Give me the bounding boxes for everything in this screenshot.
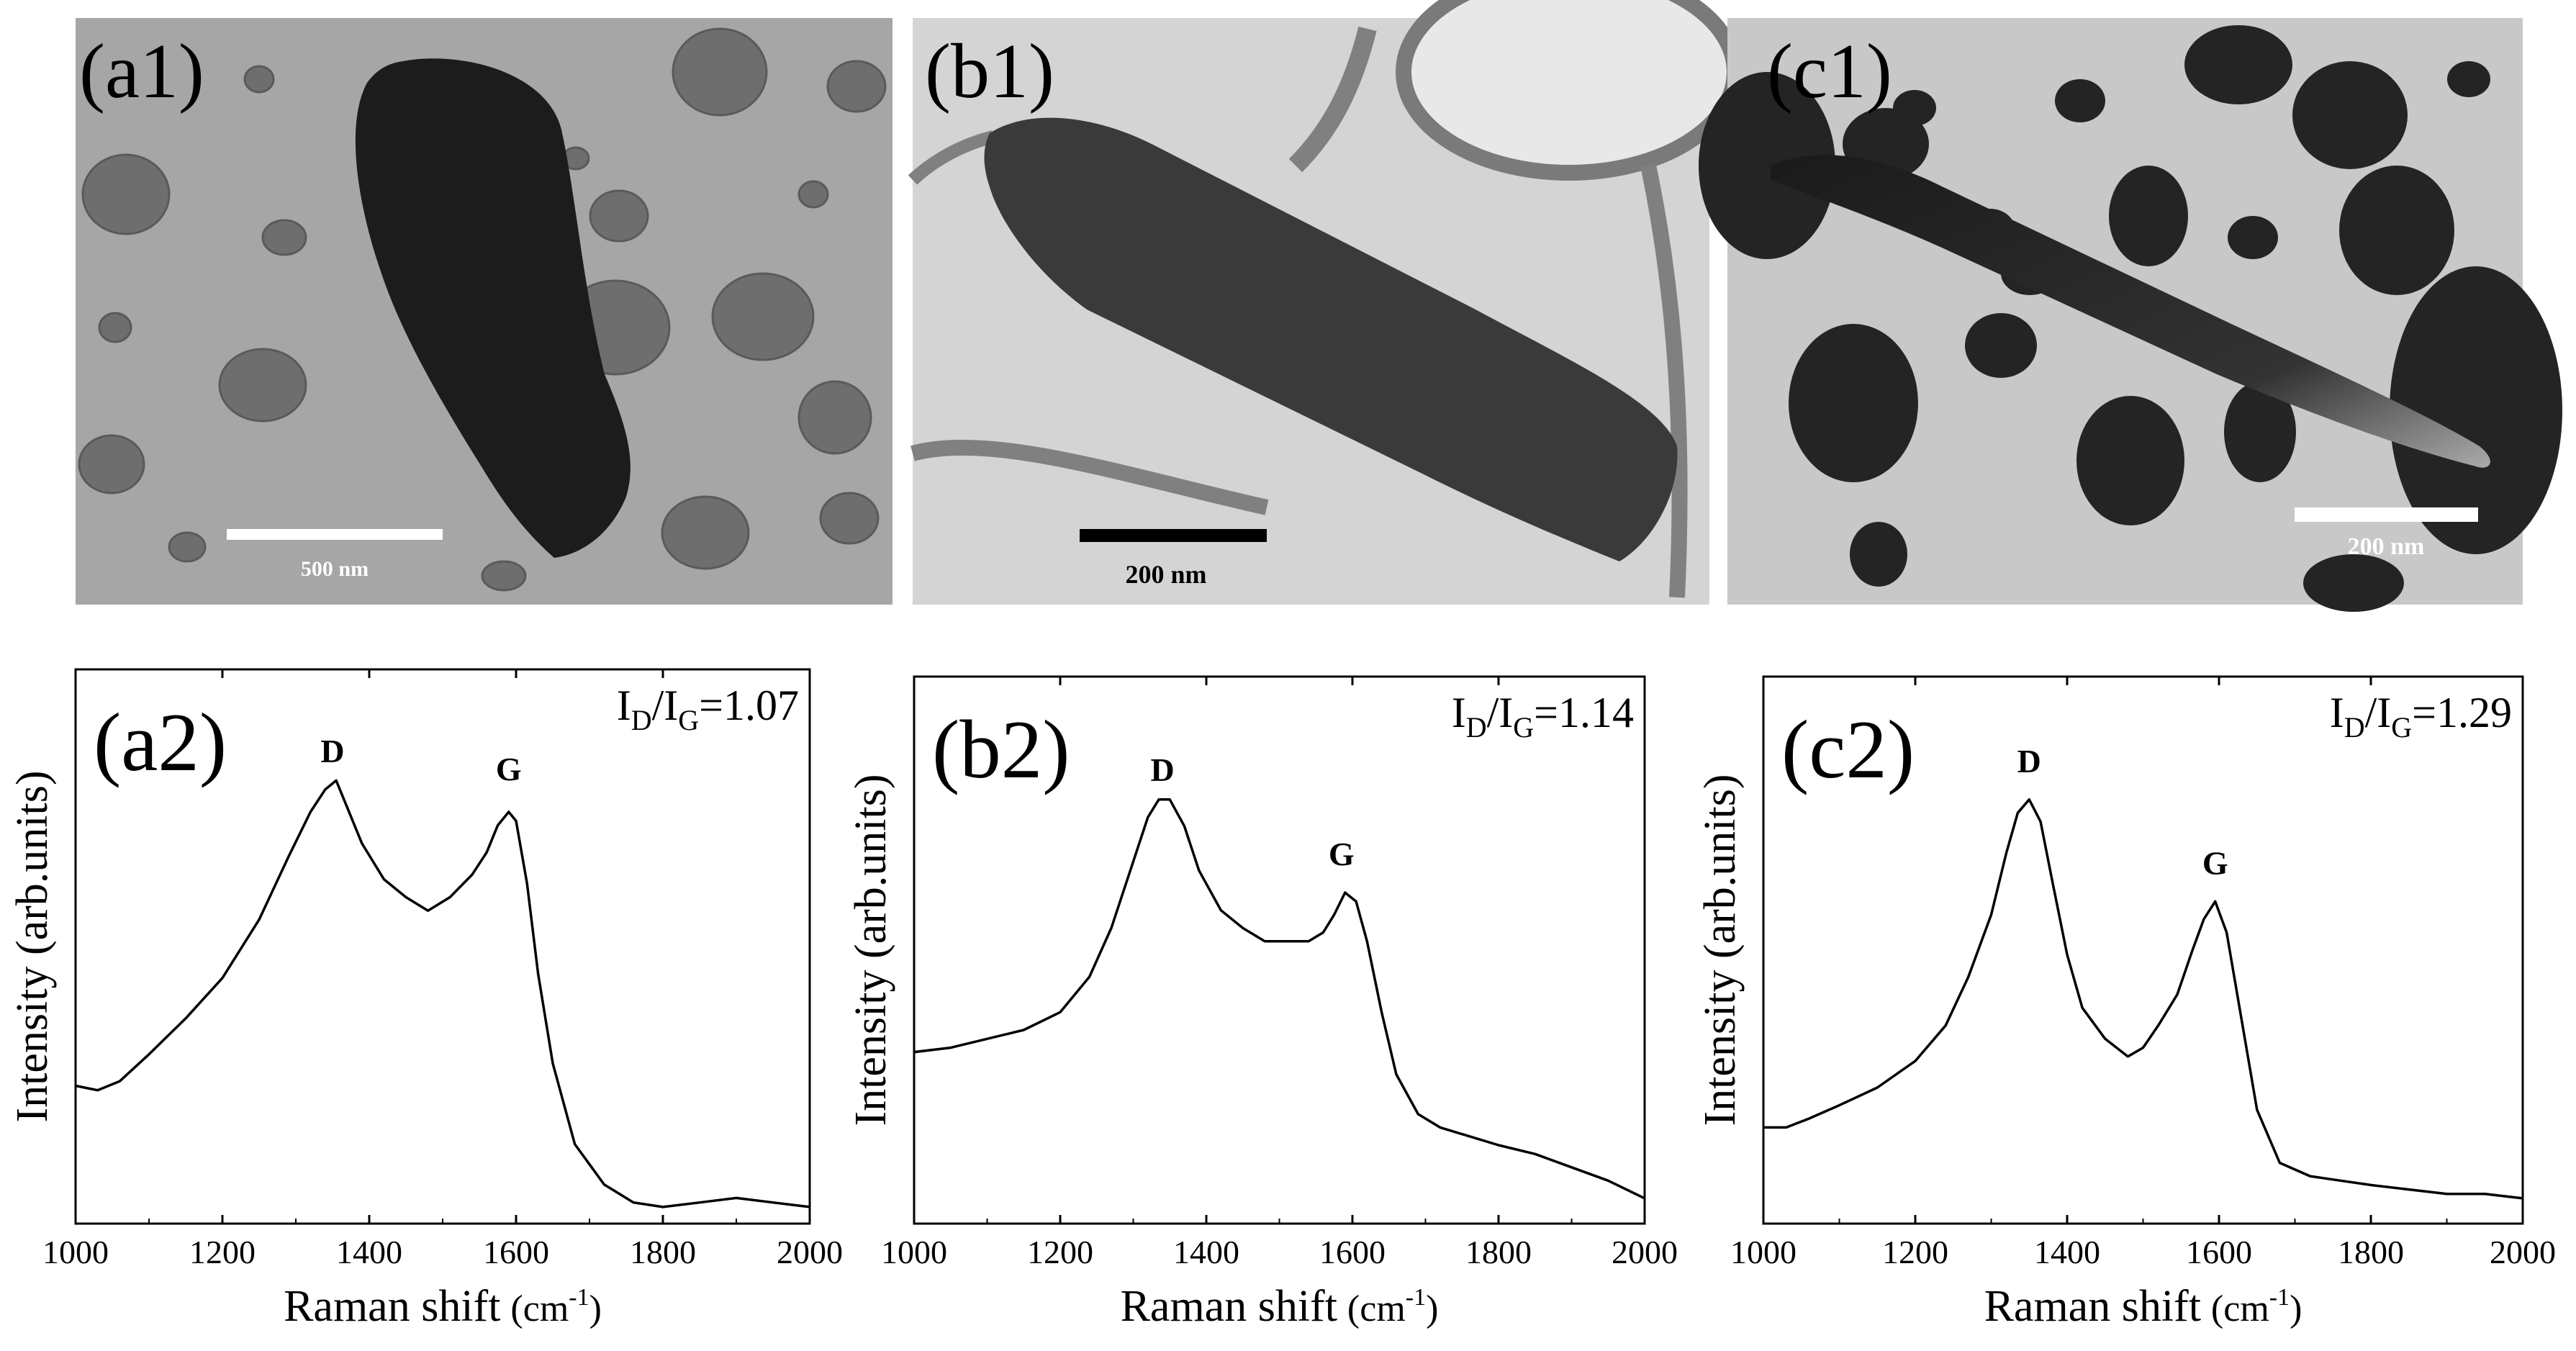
scale-bar-label-a1: 500 nm bbox=[301, 557, 369, 581]
x-tick-label: 1400 bbox=[2034, 1234, 2100, 1270]
raman-chart-c2: 1000 1200 1400 1600 1800 2000 Raman shift (cm-1… bbox=[1696, 675, 2556, 1331]
ratio-sub-G: G bbox=[678, 704, 699, 736]
x-tick-label: 1200 bbox=[1882, 1234, 1948, 1270]
ratio-sub-D: D bbox=[631, 704, 652, 736]
scale-bar-c1 bbox=[2295, 507, 2478, 522]
x-axis-unit-close: ) bbox=[2290, 1288, 2302, 1329]
ratio-value: =1.07 bbox=[699, 682, 799, 729]
panel-label-a2: (a2) bbox=[94, 697, 227, 788]
ratio-I: I bbox=[2330, 689, 2344, 736]
spectrum-line bbox=[1763, 798, 2523, 1200]
x-tick-label: 2000 bbox=[2490, 1234, 2556, 1270]
x-axis-unit: (cm bbox=[1347, 1288, 1406, 1329]
x-axis-unit-close: ) bbox=[1426, 1288, 1438, 1329]
panel-label-c1: (c1) bbox=[1767, 29, 1892, 114]
x-tick-label: 1200 bbox=[1027, 1234, 1093, 1270]
x-axis-label: Raman shift (cm-1) bbox=[1121, 1282, 1439, 1331]
x-tick-label: 1000 bbox=[881, 1234, 947, 1270]
x-tick-label: 1800 bbox=[1465, 1234, 1532, 1270]
micrograph-a1: 500 nm (a1) bbox=[76, 18, 892, 605]
x-tick-label: 2000 bbox=[777, 1234, 843, 1270]
ratio-slash: /I bbox=[1487, 689, 1514, 736]
x-tick-label: 1800 bbox=[2338, 1234, 2404, 1270]
ratio-slash: /I bbox=[2365, 689, 2392, 736]
x-tick-label: 2000 bbox=[1612, 1234, 1678, 1270]
spectrum-line bbox=[75, 779, 810, 1208]
x-axis-unit-superscript: -1 bbox=[569, 1284, 589, 1311]
ratio-slash: /I bbox=[652, 682, 679, 729]
scale-bar-b1 bbox=[1080, 529, 1267, 542]
peak-label-D: D bbox=[320, 733, 344, 769]
x-tick-label: 1000 bbox=[42, 1234, 109, 1270]
peak-label-G: G bbox=[496, 751, 522, 787]
ratio-value: =1.29 bbox=[2412, 689, 2512, 736]
x-tick-label: 1400 bbox=[1173, 1234, 1239, 1270]
x-axis-unit-superscript: -1 bbox=[1406, 1284, 1426, 1311]
panel-label-b2: (b2) bbox=[932, 704, 1070, 795]
x-axis-title: Raman shift bbox=[284, 1282, 500, 1331]
x-tick-label: 1000 bbox=[1730, 1234, 1797, 1270]
ratio-I: I bbox=[1452, 689, 1466, 736]
x-tick-label: 1800 bbox=[630, 1234, 696, 1270]
ratio-sub-G: G bbox=[2391, 711, 2412, 744]
panel-label-a1: (a1) bbox=[79, 29, 204, 114]
x-axis-unit-close: ) bbox=[589, 1288, 602, 1329]
flake-c1 bbox=[1771, 155, 2490, 468]
film-holes-a1 bbox=[78, 27, 887, 592]
panel-label-c2: (c2) bbox=[1781, 704, 1915, 795]
scale-bar-a1 bbox=[227, 529, 443, 540]
peak-label-D: D bbox=[2017, 743, 2041, 780]
scale-bar-label-c1: 200 nm bbox=[2348, 533, 2425, 560]
y-axis-label: Intensity (arb.units) bbox=[8, 770, 57, 1122]
x-tick-label: 1400 bbox=[336, 1234, 402, 1270]
ratio-sub-D: D bbox=[2344, 711, 2365, 744]
panel-label-b1: (b1) bbox=[925, 29, 1054, 114]
ratio-value: =1.14 bbox=[1534, 689, 1634, 736]
ratio-I: I bbox=[617, 682, 631, 729]
micrograph-b1: 200 nm (b1) bbox=[908, 0, 1743, 605]
y-axis-label: Intensity (arb.units) bbox=[1696, 774, 1745, 1126]
flake-b1 bbox=[984, 117, 1678, 561]
flake-a1 bbox=[355, 58, 631, 559]
intensity-ratio: ID/IG=1.14 bbox=[1452, 689, 1634, 744]
intensity-ratio: ID/IG=1.07 bbox=[617, 682, 799, 736]
peak-label-D: D bbox=[1150, 751, 1174, 788]
y-axis-label: Intensity (arb.units) bbox=[846, 774, 895, 1126]
scale-bar-label-b1: 200 nm bbox=[1125, 560, 1206, 589]
x-tick-label: 1200 bbox=[189, 1234, 256, 1270]
ratio-sub-D: D bbox=[1466, 711, 1487, 744]
micrograph-c1: 200 nm (c1) bbox=[1699, 18, 2562, 612]
x-axis-unit: (cm bbox=[2211, 1288, 2269, 1329]
peak-label-G: G bbox=[2202, 844, 2228, 881]
x-axis-unit-superscript: -1 bbox=[2269, 1284, 2290, 1311]
raman-chart-a2: 1000 1200 1400 1600 1800 2000 Raman shift (cm-1… bbox=[8, 668, 843, 1331]
x-tick-label: 1600 bbox=[2186, 1234, 2252, 1270]
x-axis-title: Raman shift bbox=[1984, 1282, 2201, 1331]
micrograph-row: 500 nm (a1) 200 nm (b1) bbox=[76, 0, 2562, 612]
ratio-sub-G: G bbox=[1513, 711, 1534, 744]
x-axis-unit: (cm bbox=[510, 1288, 569, 1329]
x-tick-label: 1600 bbox=[483, 1234, 549, 1270]
intensity-ratio: ID/IG=1.29 bbox=[2330, 689, 2512, 744]
spectrum-line bbox=[913, 798, 1645, 1200]
raman-chart-b2: 1000 1200 1400 1600 1800 2000 Raman shift (cm-1… bbox=[846, 675, 1678, 1331]
x-tick-label: 1600 bbox=[1319, 1234, 1386, 1270]
x-axis-title: Raman shift bbox=[1121, 1282, 1337, 1331]
x-axis-label: Raman shift (cm-1) bbox=[284, 1282, 602, 1331]
x-axis-label: Raman shift (cm-1) bbox=[1984, 1282, 2302, 1331]
peak-label-G: G bbox=[1329, 836, 1355, 872]
